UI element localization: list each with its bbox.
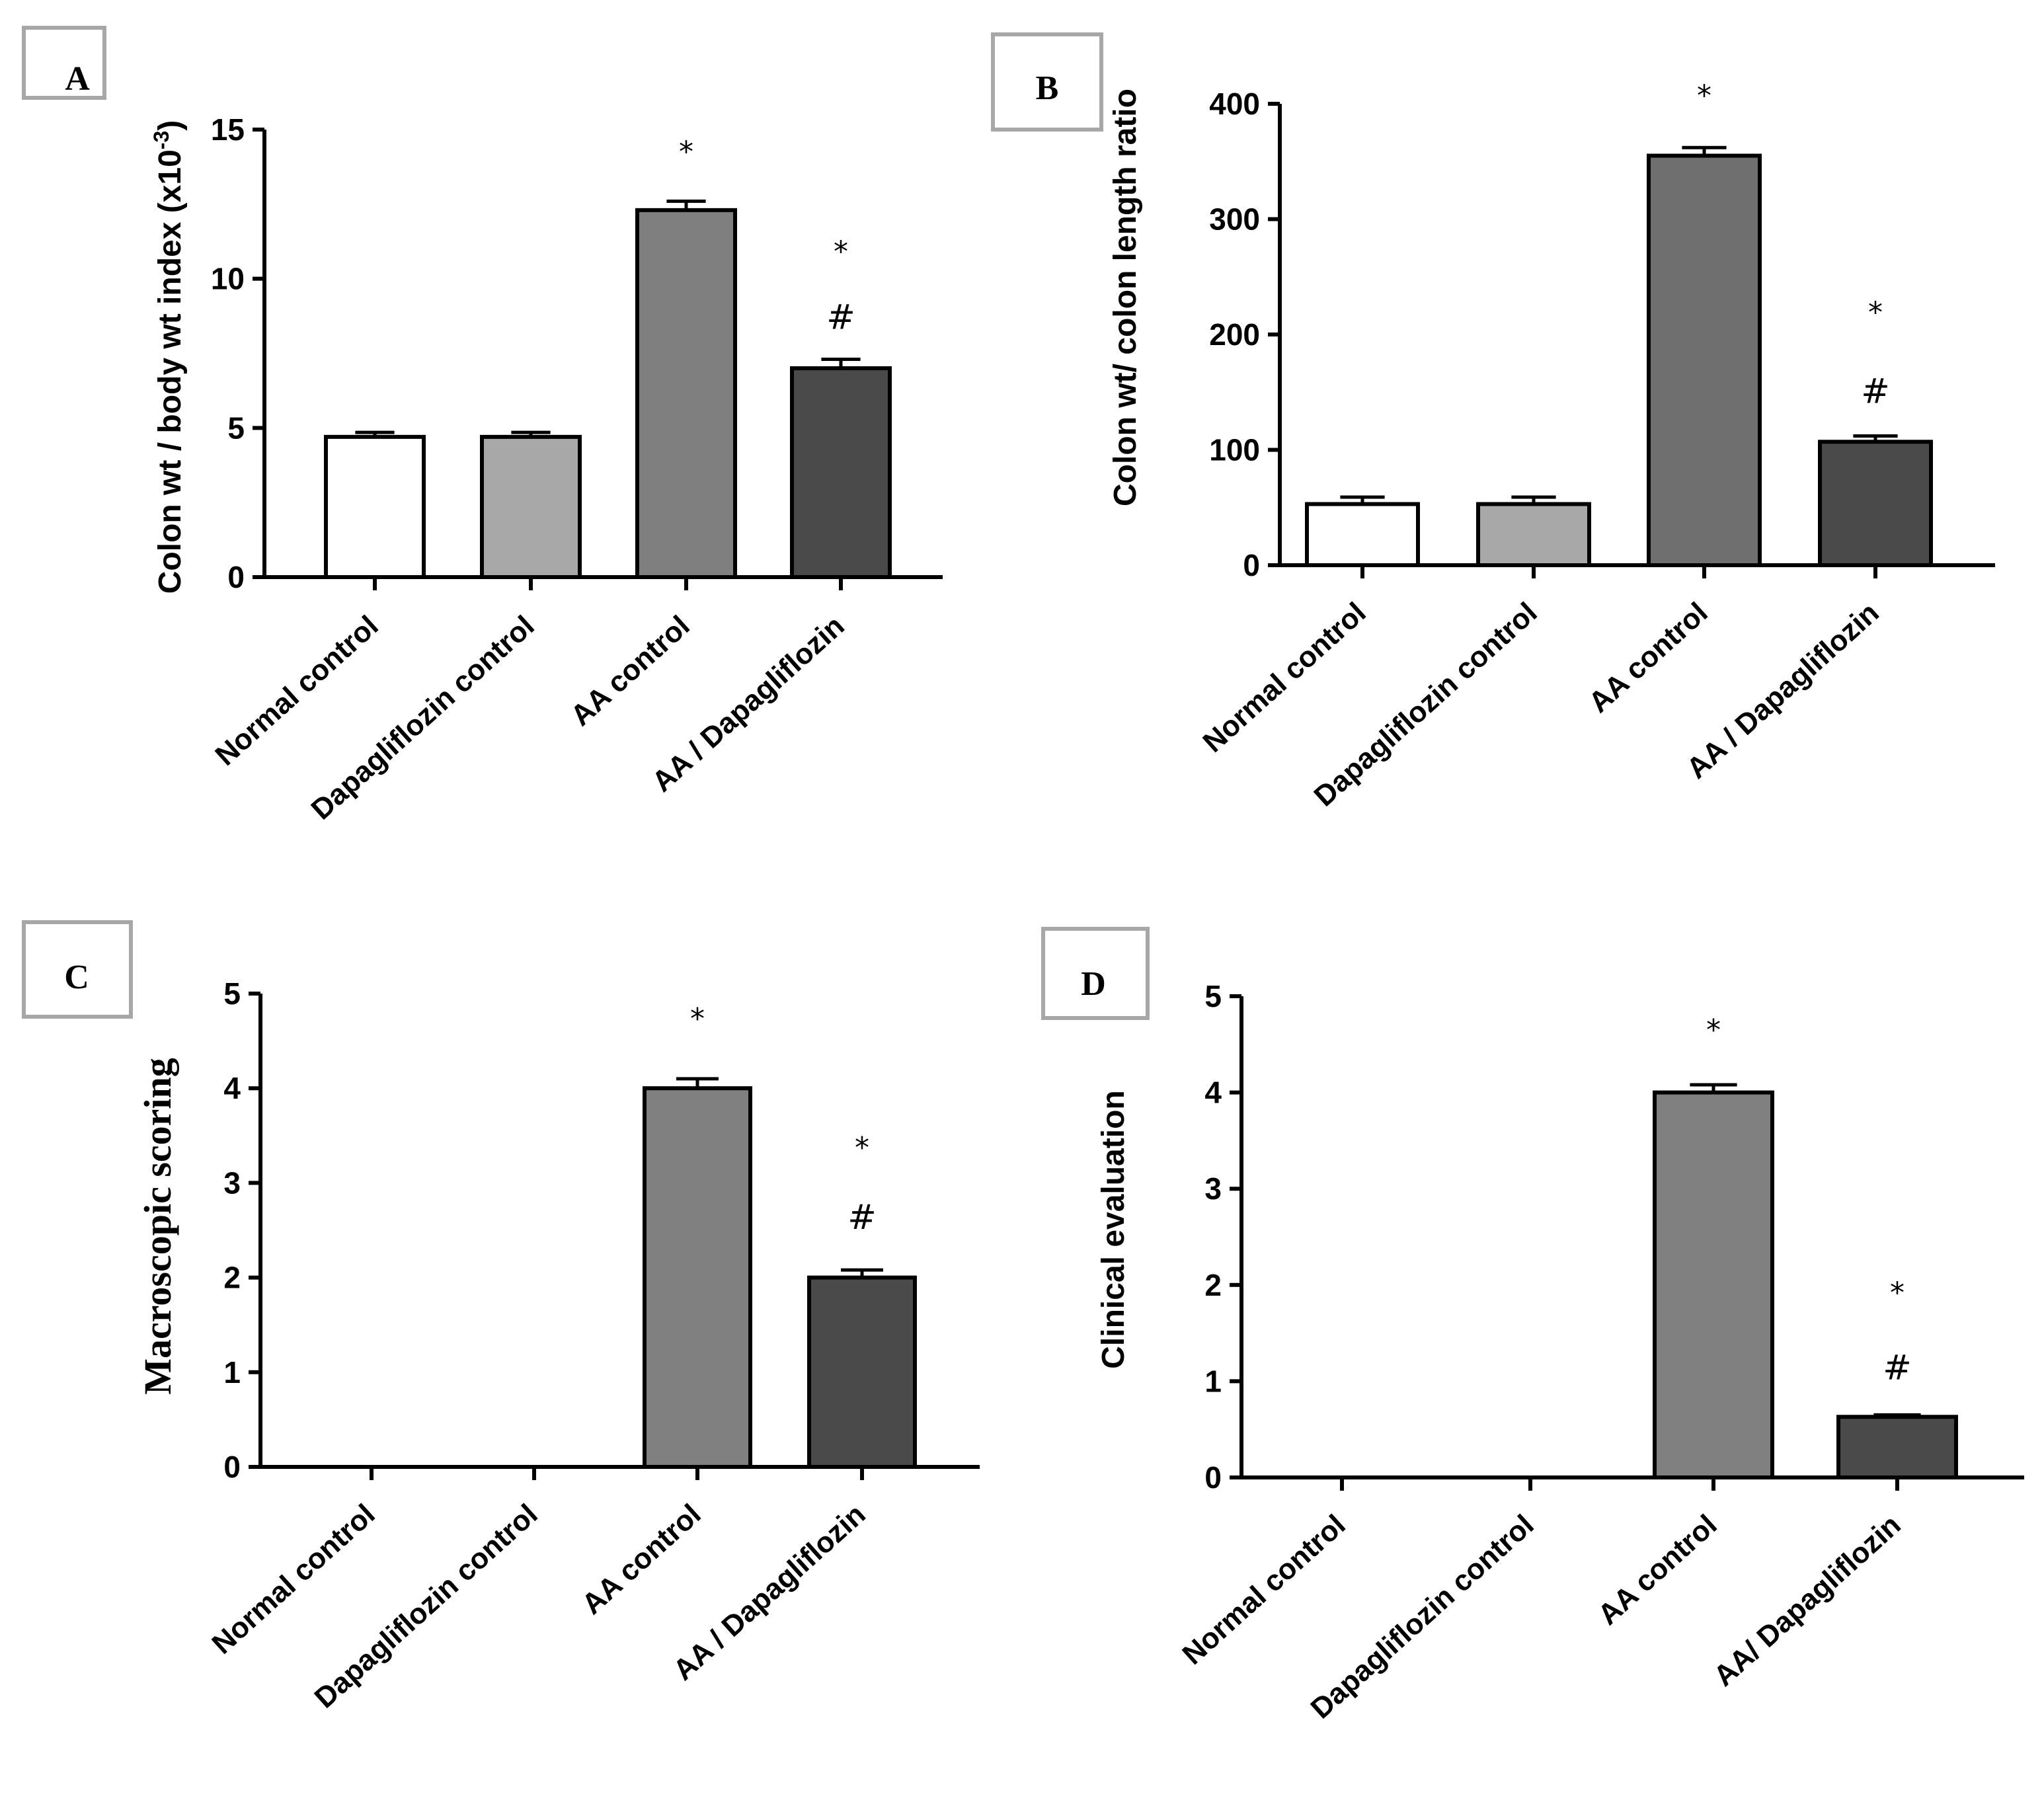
y-tick-label: 5 — [223, 976, 241, 1011]
significance-mark: # — [847, 1198, 877, 1238]
y-tick-label: 4 — [223, 1071, 241, 1105]
y-tick-label: 300 — [1209, 202, 1260, 237]
y-tick-label: 10 — [211, 262, 245, 296]
bar — [643, 1086, 752, 1469]
significance-mark: * — [1868, 296, 1883, 330]
x-tick-label: Normal control — [209, 609, 384, 772]
axis-lines — [1239, 996, 2024, 1479]
y-tick-label: 5 — [227, 411, 245, 445]
x-tick-label: AA control — [1583, 596, 1714, 719]
x-tick-label: Normal control — [206, 1498, 381, 1661]
panel-label-box — [1041, 927, 1150, 1020]
bar — [324, 434, 426, 580]
error-bar — [1511, 495, 1556, 504]
y-tick-label: 400 — [1209, 87, 1260, 121]
panel-label: D — [1081, 965, 1106, 1003]
x-tick-label: AA control — [565, 609, 696, 732]
error-bar — [1873, 1413, 1921, 1417]
bar — [480, 434, 582, 580]
error-bar — [1340, 495, 1385, 504]
y-tick-label: 1 — [223, 1355, 241, 1390]
error-bar — [511, 430, 551, 437]
bar — [1818, 440, 1933, 567]
panel-label: C — [64, 959, 89, 996]
panel-label-box — [22, 26, 106, 100]
panel-label: B — [1036, 69, 1059, 107]
y-tick-label: 200 — [1209, 317, 1260, 352]
panel-label: A — [65, 60, 90, 98]
error-bar — [1690, 1083, 1737, 1093]
y-axis-title: Colon wt / body wt index (x10-3) — [149, 120, 188, 594]
y-tick-label: 2 — [1204, 1268, 1222, 1302]
y-tick-label: 0 — [1204, 1460, 1222, 1495]
panel-label-box — [22, 920, 133, 1019]
significance-mark: * — [855, 1131, 869, 1165]
significance-mark: # — [1861, 372, 1890, 412]
error-bar — [821, 358, 861, 369]
y-axis-title: Colon wt/ colon length ratio — [1108, 89, 1143, 506]
y-tick-label: 2 — [223, 1261, 241, 1295]
y-tick-label: 15 — [211, 112, 245, 147]
y-tick-label: 0 — [1243, 548, 1260, 582]
x-tick-label: Normal control — [1176, 1509, 1351, 1671]
error-bar — [1853, 434, 1898, 442]
y-axis-title: Clinical evaluation — [1096, 1090, 1131, 1368]
bar — [790, 366, 892, 579]
error-bar — [355, 430, 395, 437]
bar — [1647, 153, 1762, 567]
bar — [1836, 1415, 1958, 1479]
significance-mark: * — [690, 1002, 705, 1036]
significance-mark: * — [1706, 1013, 1721, 1047]
y-tick-label: 5 — [1204, 979, 1222, 1013]
error-bar — [666, 199, 706, 210]
y-tick-label: 1 — [1204, 1364, 1222, 1398]
significance-mark: * — [1890, 1276, 1905, 1310]
significance-mark: # — [1883, 1348, 1912, 1388]
error-bar — [676, 1077, 719, 1089]
y-axis-title: Macroscopic scoring — [136, 1058, 179, 1395]
x-tick-label: AA/ Dapagliflozin — [1708, 1509, 1907, 1692]
panel-label-box — [991, 32, 1103, 132]
error-bar — [1682, 145, 1727, 156]
significance-mark: # — [826, 298, 855, 338]
error-bar — [841, 1268, 883, 1278]
x-tick-label: AA control — [576, 1498, 707, 1621]
bar — [635, 208, 737, 579]
significance-mark: * — [679, 135, 693, 169]
y-tick-label: 0 — [227, 560, 245, 594]
significance-mark: * — [1697, 79, 1711, 112]
x-tick-label: AA control — [1592, 1509, 1723, 1631]
y-tick-label: 3 — [223, 1165, 241, 1200]
bar — [1476, 502, 1591, 568]
y-tick-label: 4 — [1204, 1076, 1222, 1110]
y-tick-label: 3 — [1204, 1171, 1222, 1206]
x-tick-label: Normal control — [1197, 596, 1372, 759]
x-tick-label: AA / Dapagliflozin — [1680, 596, 1885, 785]
bar — [1305, 502, 1420, 568]
y-tick-label: 100 — [1209, 433, 1260, 467]
significance-mark: * — [834, 235, 848, 269]
bar — [807, 1275, 917, 1469]
y-tick-label: 0 — [223, 1450, 241, 1484]
bar — [1653, 1090, 1774, 1479]
